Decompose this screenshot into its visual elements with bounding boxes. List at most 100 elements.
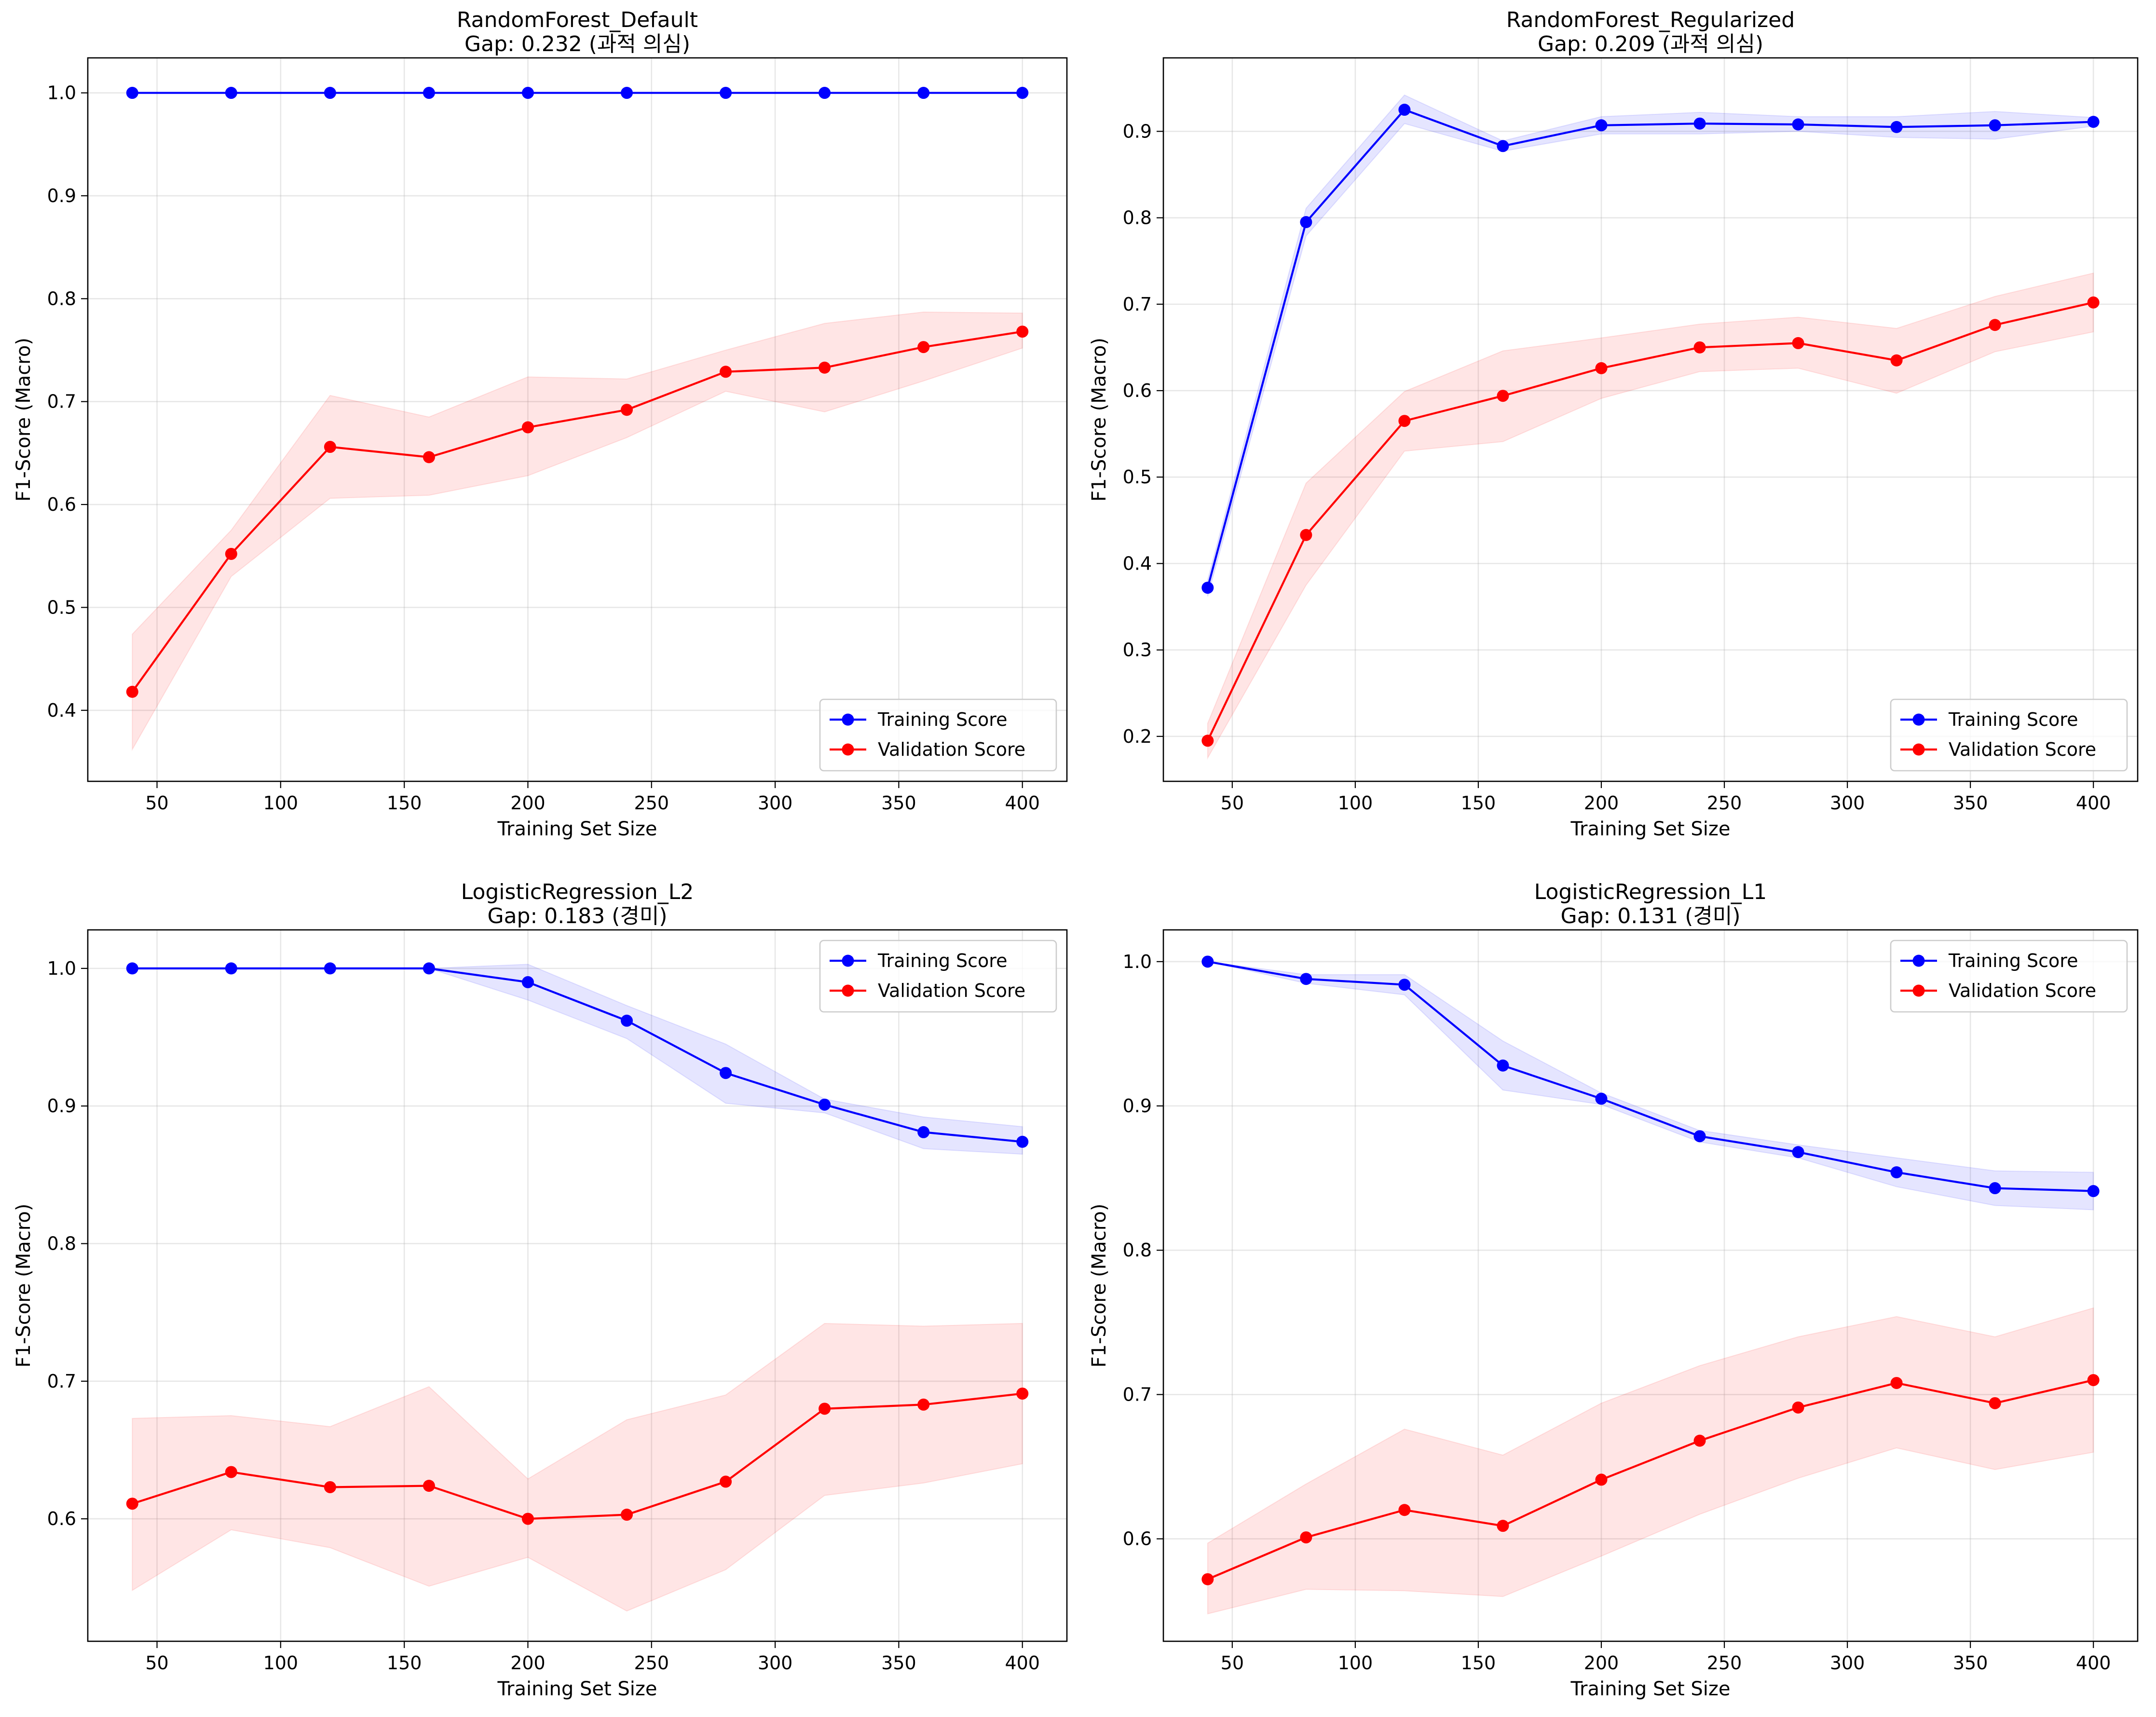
y-tick-label: 0.8 bbox=[1123, 1240, 1152, 1261]
data-point bbox=[2087, 1374, 2100, 1386]
series-line-2 bbox=[132, 1392, 1023, 1520]
x-tick-label: 50 bbox=[145, 792, 168, 814]
data-point bbox=[324, 962, 336, 975]
series-line-2 bbox=[131, 330, 1023, 693]
legend-box bbox=[819, 698, 1057, 772]
legend-box bbox=[1890, 698, 2128, 772]
y-tick-label: 0.2 bbox=[1123, 726, 1152, 747]
data-point bbox=[1398, 415, 1411, 427]
data-point bbox=[1016, 87, 1029, 99]
x-tick-label: 150 bbox=[387, 792, 422, 814]
x-tick-label: 400 bbox=[2076, 1652, 2111, 1674]
data-point bbox=[1693, 1434, 1706, 1447]
legend-label: Training Score bbox=[1948, 709, 2078, 730]
data-point bbox=[1300, 529, 1312, 541]
data-point bbox=[1016, 326, 1029, 338]
x-tick-label: 200 bbox=[510, 1652, 546, 1674]
legend-marker bbox=[842, 984, 854, 997]
y-tick-label: 0.3 bbox=[1123, 640, 1152, 661]
legend-box bbox=[1890, 940, 2128, 1013]
legend-marker bbox=[842, 954, 854, 967]
series-line-1 bbox=[1207, 960, 2094, 1192]
data-point bbox=[1792, 1146, 1804, 1158]
plot-frame bbox=[1162, 929, 2139, 1642]
series-line-1 bbox=[1206, 109, 2094, 588]
legend-label: Validation Score bbox=[878, 980, 1025, 1001]
data-point bbox=[917, 1126, 930, 1138]
data-point bbox=[1201, 582, 1214, 594]
legend-label: Validation Score bbox=[1949, 739, 2096, 760]
data-point bbox=[720, 1475, 732, 1488]
legend-marker bbox=[1912, 713, 1925, 726]
x-axis-label: Training Set Size bbox=[1570, 818, 1730, 840]
confidence-band-series-2 bbox=[1207, 272, 2094, 760]
x-tick-label: 350 bbox=[1953, 792, 1988, 814]
x-tick-label: 250 bbox=[634, 1652, 669, 1674]
data-point bbox=[1989, 1397, 2001, 1409]
data-point bbox=[1016, 1135, 1029, 1148]
legend: Training Score Validation Score bbox=[1890, 940, 2128, 1013]
chart-title: RandomForest_Default bbox=[457, 8, 698, 32]
data-point bbox=[917, 341, 930, 354]
data-point bbox=[720, 366, 732, 378]
y-tick-label: 0.7 bbox=[1123, 294, 1152, 315]
data-point bbox=[1201, 955, 1214, 968]
y-tick-label: 0.6 bbox=[47, 494, 76, 515]
chart-title: RandomForest_Regularized bbox=[1506, 8, 1795, 32]
y-axis-label: F1-Score (Macro) bbox=[1088, 1204, 1110, 1368]
y-tick-label: 0.6 bbox=[1123, 380, 1152, 401]
x-tick-label: 300 bbox=[1830, 1652, 1865, 1674]
series-line-2 bbox=[1207, 1379, 2094, 1581]
plot-frame bbox=[87, 57, 1068, 782]
x-tick-label: 200 bbox=[1584, 792, 1619, 814]
legend-label: Validation Score bbox=[1949, 980, 2096, 1001]
chart-panel-3: 50 100 150 200 250 300 350 400 0.6 0.7 0.8 0.9 1.0 Lo… bbox=[13, 880, 1068, 1700]
data-point bbox=[1989, 119, 2001, 132]
data-point bbox=[1398, 979, 1411, 991]
series-line-1 bbox=[132, 967, 1023, 1143]
y-tick-label: 0.7 bbox=[1123, 1384, 1152, 1405]
data-point bbox=[1300, 1531, 1312, 1544]
y-tick-label: 0.4 bbox=[47, 700, 76, 721]
data-point bbox=[225, 962, 237, 975]
x-tick-label: 400 bbox=[1005, 792, 1040, 814]
legend-marker bbox=[1912, 984, 1925, 997]
data-point bbox=[423, 451, 435, 463]
y-tick-label: 0.9 bbox=[47, 185, 76, 206]
x-tick-label: 250 bbox=[1707, 792, 1742, 814]
data-point bbox=[2087, 1185, 2100, 1198]
x-tick-label: 150 bbox=[1461, 1652, 1496, 1674]
x-tick-label: 200 bbox=[1584, 1652, 1619, 1674]
x-tick-label: 300 bbox=[758, 1652, 793, 1674]
x-tick-label: 300 bbox=[758, 792, 793, 814]
data-point bbox=[1595, 1473, 1608, 1486]
x-tick-label: 50 bbox=[145, 1652, 168, 1674]
data-point bbox=[1989, 319, 2001, 331]
data-point bbox=[1497, 140, 1509, 152]
legend-marker bbox=[1912, 743, 1925, 756]
data-point bbox=[1595, 1092, 1608, 1105]
data-point bbox=[1300, 216, 1312, 229]
y-tick-label: 0.9 bbox=[47, 1095, 76, 1117]
data-point bbox=[2087, 296, 2100, 309]
plot-frame bbox=[87, 929, 1068, 1642]
confidence-band-series-2 bbox=[132, 1322, 1023, 1612]
y-tick-label: 0.4 bbox=[1123, 553, 1152, 574]
data-point bbox=[1792, 118, 1804, 131]
data-point bbox=[225, 87, 237, 99]
data-point bbox=[1890, 121, 1903, 133]
data-point bbox=[1595, 119, 1608, 132]
data-point bbox=[621, 1014, 633, 1027]
legend: Training Score Validation Score bbox=[819, 698, 1057, 772]
chart-panel-1: 50 100 150 200 250 300 350 400 0.4 0.5 0.6 0.7 0.8 0.… bbox=[13, 8, 1068, 840]
data-point bbox=[1595, 362, 1608, 374]
x-tick-label: 350 bbox=[881, 1652, 916, 1674]
chart-title: LogisticRegression_L2 bbox=[461, 880, 694, 904]
data-point bbox=[621, 404, 633, 416]
x-tick-label: 250 bbox=[634, 792, 669, 814]
data-point bbox=[1890, 354, 1903, 367]
data-point bbox=[1890, 1376, 1903, 1389]
x-tick-label: 50 bbox=[1221, 792, 1244, 814]
y-axis-label: F1-Score (Macro) bbox=[1088, 338, 1110, 502]
